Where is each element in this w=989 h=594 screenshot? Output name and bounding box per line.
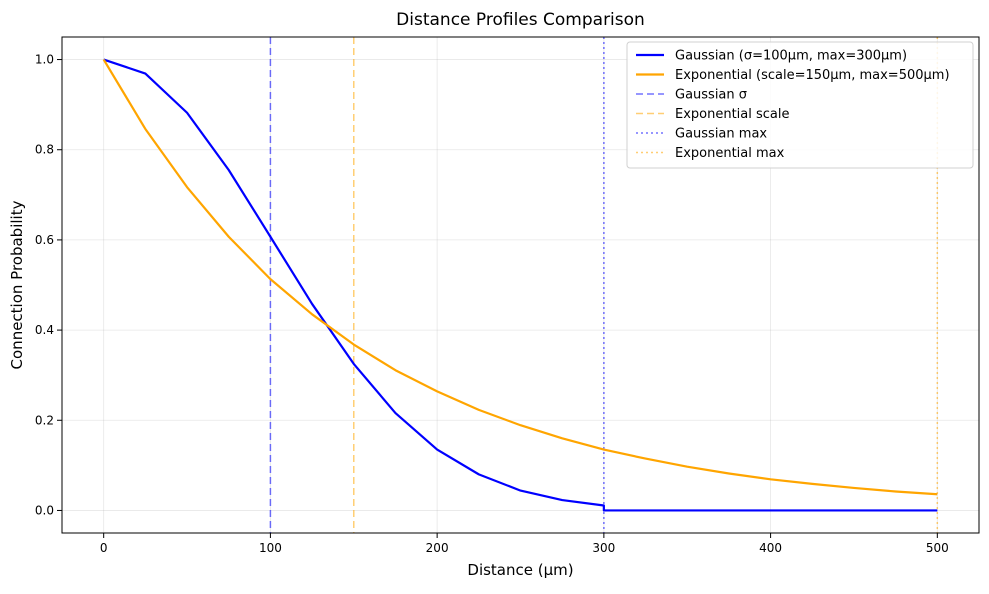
y-tick-label: 0.8: [35, 143, 54, 157]
legend-label: Gaussian σ: [675, 88, 747, 103]
series-layer: [102, 58, 938, 512]
x-tick-label: 200: [426, 541, 449, 555]
x-tick-label: 400: [759, 541, 782, 555]
chart-title: Distance Profiles Comparison: [396, 10, 645, 30]
x-tick-label: 0: [100, 541, 108, 555]
legend-label: Exponential scale: [675, 107, 790, 122]
series-line: [103, 58, 938, 512]
x-axis-label: Distance (μm): [467, 561, 573, 579]
y-tick-label: 0.2: [35, 413, 54, 427]
tick-layer: 0 100 200 300 400 500 0.0 0.2 0.4 0.6 0.8 1.0: [35, 53, 949, 555]
legend: Gaussian (σ=100μm, max=300μm) Exponential…: [626, 41, 974, 169]
reference-lines-layer: [269, 37, 939, 533]
y-tick-label: 1.0: [35, 53, 54, 67]
y-tick-label: 0.6: [35, 233, 54, 247]
series-line: [102, 58, 938, 496]
x-tick-label: 500: [926, 541, 949, 555]
legend-label: Gaussian (σ=100μm, max=300μm): [675, 49, 907, 64]
legend-label: Gaussian max: [675, 127, 767, 142]
legend-box: [626, 41, 974, 169]
y-tick-label: 0.4: [35, 323, 54, 337]
x-tick-label: 100: [259, 541, 282, 555]
legend-label: Exponential (scale=150μm, max=500μm): [675, 68, 950, 83]
y-axis-label: Connection Probability: [8, 200, 26, 369]
x-tick-label: 300: [592, 541, 615, 555]
y-tick-label: 0.0: [35, 503, 54, 517]
legend-label: Exponential max: [675, 146, 785, 161]
plot-frame: [61, 36, 980, 534]
